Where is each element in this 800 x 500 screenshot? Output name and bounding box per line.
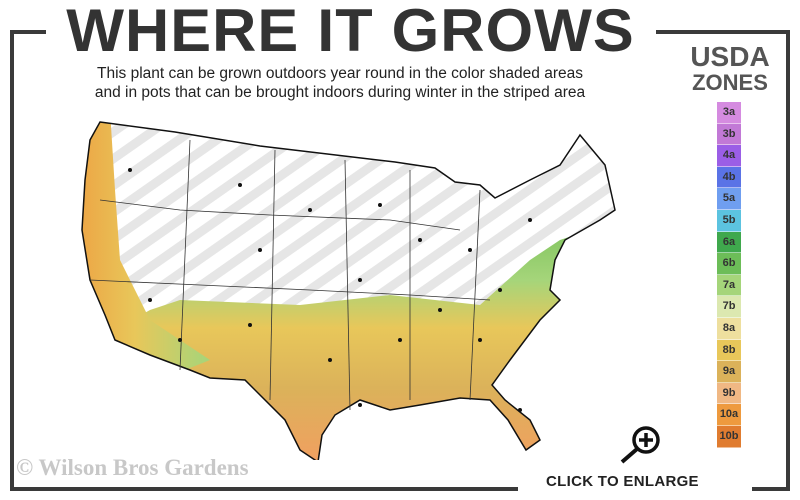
- legend-zone-10b: 10b: [717, 425, 741, 448]
- page-title: WHERE IT GROWS: [66, 0, 635, 64]
- legend-zone-10a: 10a: [717, 404, 741, 426]
- legend-zone-5a: 5a: [717, 188, 741, 210]
- frame-bottom-right: [752, 487, 790, 491]
- frame-top-right: [656, 30, 790, 34]
- legend-zone-3b: 3b: [717, 123, 741, 146]
- state-borders: [89, 139, 491, 411]
- frame-right: [786, 30, 790, 491]
- subtitle-line-1: This plant can be grown outdoors year ro…: [97, 65, 583, 82]
- legend-zone-5b: 5b: [717, 209, 741, 232]
- usda-zone-legend: 3a 3b 4a 4b 5a 5b 6a 6b 7a 7b 8a 8b 9a 9b 10a 10b: [717, 102, 741, 448]
- frame-bottom-left: [10, 487, 518, 491]
- legend-zone-8b: 8b: [717, 339, 741, 362]
- city-dots: [128, 168, 532, 412]
- frame-top-left: [10, 30, 46, 34]
- legend-title: USDA ZONES: [672, 41, 788, 96]
- magnifier-plus-icon[interactable]: [618, 424, 664, 464]
- copyright-watermark: © Wilson Bros Gardens: [16, 455, 249, 480]
- frame-left: [10, 30, 14, 491]
- legend-zone-4b: 4b: [717, 166, 741, 189]
- legend-zone-3a: 3a: [717, 102, 741, 124]
- legend-zone-6b: 6b: [717, 253, 741, 275]
- us-zone-map[interactable]: [60, 110, 620, 460]
- legend-zone-4a: 4a: [717, 145, 741, 167]
- subtitle: This plant can be grown outdoors year ro…: [40, 64, 640, 102]
- legend-zone-9a: 9a: [717, 361, 741, 383]
- legend-zone-6a: 6a: [717, 231, 741, 254]
- click-to-enlarge-button[interactable]: CLICK TO ENLARGE: [546, 473, 699, 490]
- subtitle-line-2: and in pots that can be brought indoors …: [94, 84, 586, 101]
- zone-shading: [82, 122, 615, 460]
- legend-zone-7a: 7a: [717, 274, 741, 297]
- legend-title-line-2: ZONES: [692, 70, 768, 95]
- legend-zone-7b: 7b: [717, 296, 741, 318]
- legend-zone-9b: 9b: [717, 382, 741, 405]
- legend-zone-8a: 8a: [717, 317, 741, 340]
- legend-title-line-1: USDA: [690, 41, 770, 72]
